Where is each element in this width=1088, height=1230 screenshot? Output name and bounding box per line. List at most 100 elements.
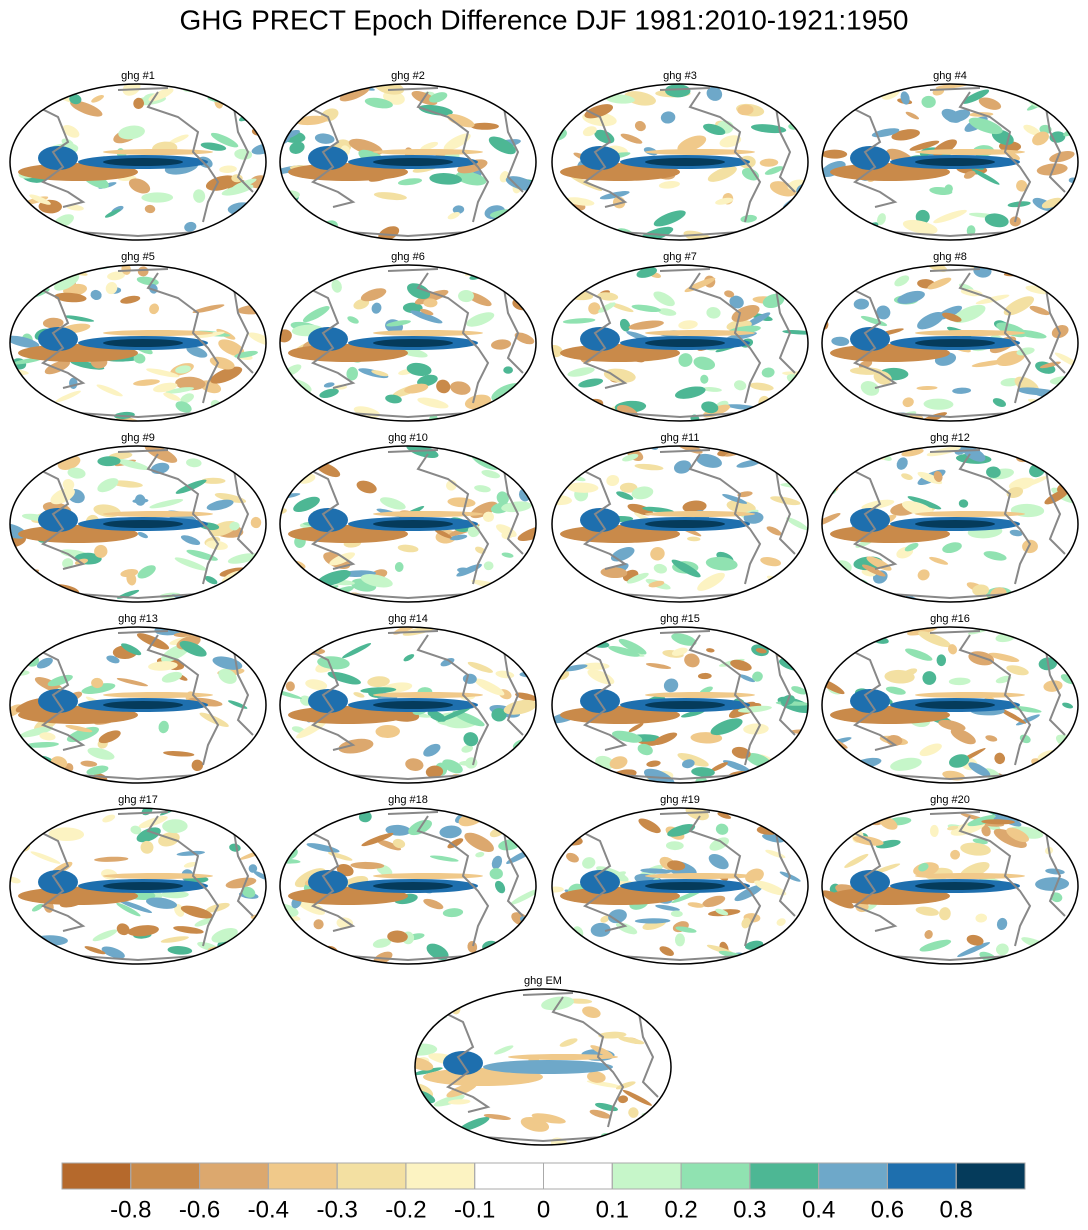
anomaly	[784, 218, 808, 233]
map-border	[9, 807, 267, 965]
panel-label: ghg #15	[660, 613, 700, 625]
anomaly	[710, 718, 743, 736]
anomaly	[877, 213, 886, 225]
anomaly	[741, 168, 760, 181]
anomaly	[677, 135, 707, 153]
anomaly	[280, 817, 297, 826]
anomaly	[631, 486, 654, 500]
map-panel	[552, 627, 808, 783]
anomaly	[103, 873, 213, 879]
anomaly	[103, 339, 183, 347]
anomaly	[831, 336, 850, 347]
anomaly	[229, 521, 240, 531]
anomaly	[11, 394, 47, 401]
anomaly	[590, 922, 611, 937]
map-border	[821, 626, 1079, 784]
anomaly	[824, 766, 854, 774]
anomaly	[494, 880, 506, 894]
anomaly	[213, 84, 228, 92]
anomaly	[634, 463, 664, 471]
anomaly	[186, 345, 208, 358]
anomaly	[981, 825, 991, 837]
anomaly	[84, 946, 106, 955]
anomaly	[1023, 475, 1048, 487]
colorbar-box	[818, 1162, 888, 1190]
anomaly	[175, 479, 207, 494]
anomaly	[39, 732, 56, 741]
anomaly	[307, 951, 336, 961]
panel-label: ghg #11	[661, 432, 700, 444]
anomaly	[46, 949, 60, 958]
anomaly	[97, 456, 121, 467]
anomaly	[960, 842, 991, 856]
anomaly	[48, 827, 85, 842]
anomaly	[886, 735, 903, 746]
anomaly	[260, 650, 266, 662]
anomaly	[584, 104, 614, 119]
anomaly	[253, 871, 266, 880]
anomaly	[407, 283, 431, 300]
anomaly	[213, 954, 232, 963]
anomaly	[576, 808, 595, 816]
anomaly	[443, 133, 471, 151]
anomaly	[915, 692, 1025, 698]
colorbar-box	[749, 1162, 820, 1190]
anomaly	[1045, 868, 1065, 875]
map-border	[279, 807, 537, 965]
anomaly	[280, 404, 295, 412]
colorbar-box	[405, 1162, 476, 1190]
anomaly	[622, 1089, 653, 1106]
anomaly	[915, 873, 1025, 879]
anomaly	[19, 726, 54, 738]
anomaly	[121, 643, 142, 656]
anomaly	[133, 379, 160, 386]
anomaly	[165, 387, 195, 394]
anomaly	[201, 477, 226, 484]
anomaly	[280, 741, 290, 753]
anomaly	[703, 123, 726, 136]
anomaly	[616, 491, 634, 500]
anomaly	[766, 526, 782, 536]
anomaly	[756, 229, 769, 237]
anomaly	[163, 392, 181, 401]
anomaly	[91, 94, 104, 103]
map-panel	[10, 84, 266, 240]
anomaly	[628, 1107, 639, 1118]
anomaly	[687, 536, 701, 542]
anomaly	[128, 178, 151, 194]
panel-label: ghg #14	[388, 613, 428, 625]
anomaly	[619, 318, 631, 332]
anomaly	[309, 770, 336, 783]
anomaly	[175, 376, 206, 391]
anomaly	[12, 382, 27, 396]
anomaly	[822, 658, 837, 668]
map-panel	[822, 265, 1078, 421]
anomaly	[331, 279, 342, 293]
anomaly	[822, 149, 848, 159]
anomaly	[81, 683, 116, 694]
anomaly	[219, 165, 237, 174]
anomaly	[1016, 179, 1028, 192]
anomaly	[25, 97, 35, 106]
anomaly	[87, 747, 115, 760]
map-panel	[822, 446, 1078, 602]
anomaly	[513, 581, 536, 592]
anomaly	[789, 84, 808, 98]
anomaly	[872, 863, 901, 874]
anomaly	[1052, 959, 1078, 964]
anomaly	[62, 558, 74, 569]
anomaly	[229, 84, 245, 91]
anomaly	[996, 917, 1008, 930]
anomaly	[161, 671, 183, 683]
anomaly	[933, 470, 943, 482]
anomaly	[938, 719, 966, 731]
anomaly	[367, 676, 390, 688]
anomaly	[1049, 150, 1075, 163]
anomaly	[939, 907, 951, 921]
anomaly	[429, 173, 462, 185]
anomaly	[885, 686, 906, 695]
anomaly	[361, 832, 394, 847]
anomaly	[645, 701, 725, 709]
anomaly	[907, 496, 942, 510]
anomaly	[609, 302, 634, 313]
